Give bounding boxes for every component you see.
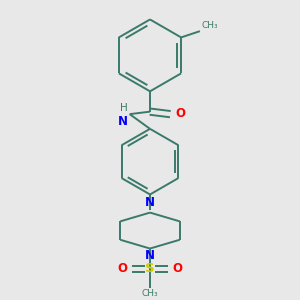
Text: O: O: [175, 107, 185, 120]
Text: N: N: [145, 196, 155, 209]
Text: CH₃: CH₃: [201, 21, 218, 30]
Text: O: O: [172, 262, 182, 275]
Text: O: O: [118, 262, 128, 275]
Text: S: S: [145, 262, 155, 275]
Text: CH₃: CH₃: [142, 289, 158, 298]
Text: H: H: [120, 103, 128, 113]
Text: N: N: [118, 115, 128, 128]
Text: N: N: [145, 249, 155, 262]
